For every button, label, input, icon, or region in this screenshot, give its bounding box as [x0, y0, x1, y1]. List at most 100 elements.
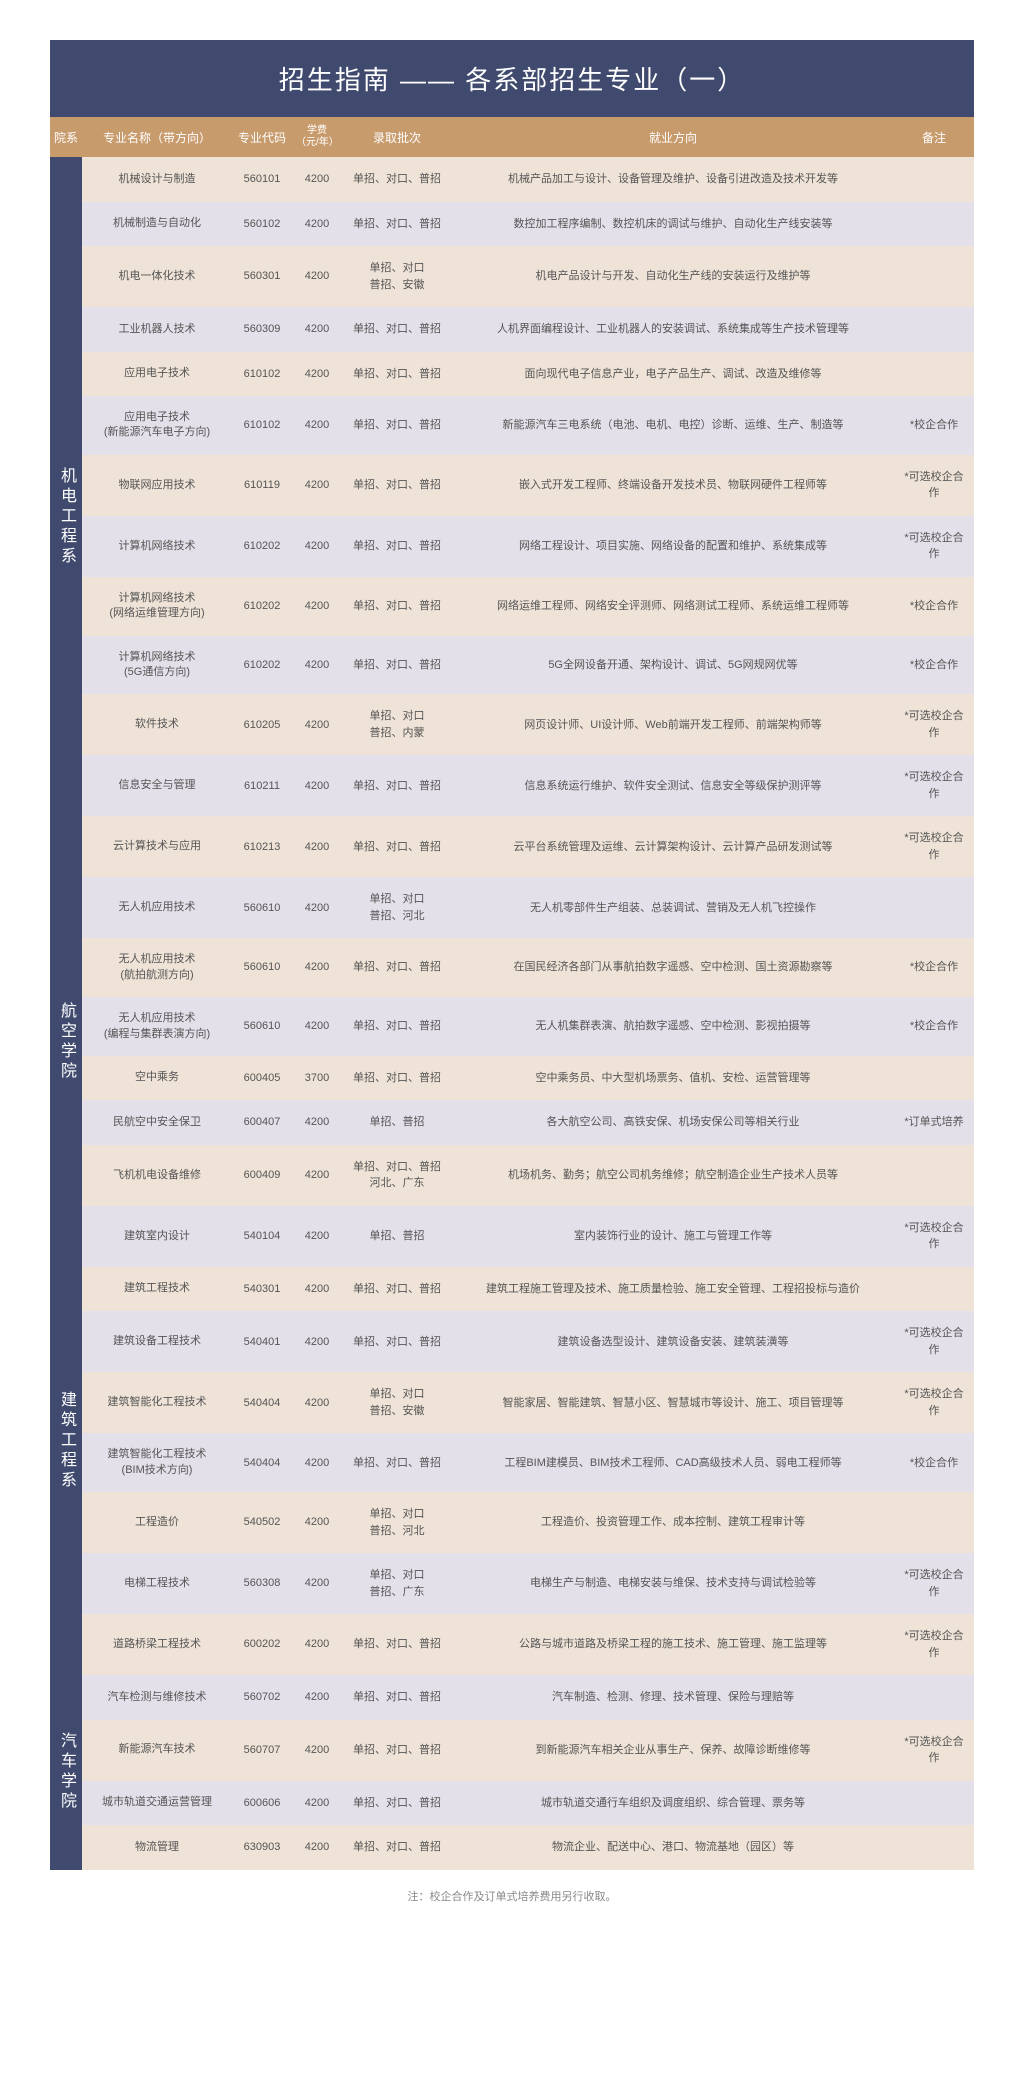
remark-cell: *校企合作	[894, 577, 974, 636]
code-cell: 540401	[232, 1311, 292, 1372]
batch-cell: 单招、对口、普招	[342, 1825, 452, 1870]
fee-cell: 4200	[292, 396, 342, 455]
batch-cell: 单招、对口、普招	[342, 1675, 452, 1720]
batch-cell: 单招、对口、普招	[342, 396, 452, 455]
direction-cell: 无人机零部件生产组装、总装调试、营销及无人机飞控操作	[452, 877, 894, 938]
code-cell: 560610	[232, 997, 292, 1056]
fee-cell: 4200	[292, 816, 342, 877]
direction-cell: 城市轨道交通行车组织及调度组织、综合管理、票务等	[452, 1781, 894, 1826]
code-cell: 560309	[232, 307, 292, 352]
remark-cell	[894, 877, 974, 938]
fee-cell: 4200	[292, 307, 342, 352]
batch-cell: 单招、对口、普招	[342, 755, 452, 816]
code-cell: 560308	[232, 1553, 292, 1614]
table-row: 新能源汽车技术5607074200单招、对口、普招到新能源汽车相关企业从事生产、…	[50, 1720, 974, 1781]
batch-cell: 单招、对口、普招河北、广东	[342, 1145, 452, 1206]
remark-cell: *可选校企合作	[894, 1372, 974, 1433]
major-cell: 新能源汽车技术	[82, 1720, 232, 1781]
table-row: 城市轨道交通运营管理6006064200单招、对口、普招城市轨道交通行车组织及调…	[50, 1781, 974, 1826]
dept-cell: 机电工程系	[50, 157, 82, 877]
remark-cell: *可选校企合作	[894, 755, 974, 816]
table-row: 信息安全与管理6102114200单招、对口、普招信息系统运行维护、软件安全测试…	[50, 755, 974, 816]
major-cell: 计算机网络技术	[82, 516, 232, 577]
major-cell: 工程造价	[82, 1492, 232, 1553]
code-cell: 560610	[232, 877, 292, 938]
remark-cell	[894, 1145, 974, 1206]
direction-cell: 机电产品设计与开发、自动化生产线的安装运行及维护等	[452, 246, 894, 307]
table-row: 建筑设备工程技术5404014200单招、对口、普招建筑设备选型设计、建筑设备安…	[50, 1311, 974, 1372]
remark-cell	[894, 1825, 974, 1870]
fee-cell: 4200	[292, 938, 342, 997]
major-cell: 建筑智能化工程技术	[82, 1372, 232, 1433]
th-remark: 备注	[894, 117, 974, 157]
code-cell: 540404	[232, 1372, 292, 1433]
table-row: 工业机器人技术5603094200单招、对口、普招人机界面编程设计、工业机器人的…	[50, 307, 974, 352]
major-cell: 计算机网络技术(网络运维管理方向)	[82, 577, 232, 636]
table-row: 建筑智能化工程技术5404044200单招、对口普招、安徽智能家居、智能建筑、智…	[50, 1372, 974, 1433]
table-row: 建筑工程技术5403014200单招、对口、普招建筑工程施工管理及技术、施工质量…	[50, 1267, 974, 1312]
code-cell: 610119	[232, 455, 292, 516]
batch-cell: 单招、对口、普招	[342, 157, 452, 202]
table-row: 机械制造与自动化5601024200单招、对口、普招数控加工程序编制、数控机床的…	[50, 202, 974, 247]
fee-cell: 4200	[292, 1145, 342, 1206]
direction-cell: 各大航空公司、高铁安保、机场安保公司等相关行业	[452, 1100, 894, 1145]
batch-cell: 单招、对口普招、广东	[342, 1553, 452, 1614]
majors-table: 院系 专业名称（带方向） 专业代码 学费（元/年） 录取批次 就业方向 备注 机…	[50, 117, 974, 1870]
page-title: 招生指南 —— 各系部招生专业（一）	[50, 40, 974, 117]
remark-cell: *校企合作	[894, 938, 974, 997]
remark-cell: *可选校企合作	[894, 455, 974, 516]
remark-cell: *可选校企合作	[894, 516, 974, 577]
direction-cell: 数控加工程序编制、数控机床的调试与维护、自动化生产线安装等	[452, 202, 894, 247]
direction-cell: 建筑工程施工管理及技术、施工质量检验、施工安全管理、工程招投标与造价	[452, 1267, 894, 1312]
batch-cell: 单招、对口普招、安徽	[342, 246, 452, 307]
fee-cell: 4200	[292, 1267, 342, 1312]
code-cell: 600606	[232, 1781, 292, 1826]
table-row: 建筑工程系建筑室内设计5401044200单招、普招室内装饰行业的设计、施工与管…	[50, 1206, 974, 1267]
major-cell: 应用电子技术	[82, 352, 232, 397]
fee-cell: 4200	[292, 1720, 342, 1781]
table-row: 计算机网络技术6102024200单招、对口、普招网络工程设计、项目实施、网络设…	[50, 516, 974, 577]
major-cell: 城市轨道交通运营管理	[82, 1781, 232, 1826]
major-cell: 建筑智能化工程技术(BIM技术方向)	[82, 1433, 232, 1492]
code-cell: 610102	[232, 396, 292, 455]
batch-cell: 单招、对口、普招	[342, 455, 452, 516]
remark-cell: *可选校企合作	[894, 1720, 974, 1781]
major-cell: 机械制造与自动化	[82, 202, 232, 247]
table-row: 应用电子技术(新能源汽车电子方向)6101024200单招、对口、普招新能源汽车…	[50, 396, 974, 455]
fee-cell: 4200	[292, 202, 342, 247]
major-cell: 民航空中安全保卫	[82, 1100, 232, 1145]
batch-cell: 单招、对口、普招	[342, 1056, 452, 1101]
major-cell: 应用电子技术(新能源汽车电子方向)	[82, 396, 232, 455]
remark-cell	[894, 157, 974, 202]
major-cell: 信息安全与管理	[82, 755, 232, 816]
direction-cell: 到新能源汽车相关企业从事生产、保养、故障诊断维修等	[452, 1720, 894, 1781]
remark-cell: *可选校企合作	[894, 816, 974, 877]
major-cell: 道路桥梁工程技术	[82, 1614, 232, 1675]
fee-cell: 4200	[292, 1206, 342, 1267]
major-cell: 计算机网络技术(5G通信方向)	[82, 636, 232, 695]
dept-cell: 汽车学院	[50, 1675, 82, 1870]
major-cell: 无人机应用技术(编程与集群表演方向)	[82, 997, 232, 1056]
code-cell: 560101	[232, 157, 292, 202]
code-cell: 600202	[232, 1614, 292, 1675]
batch-cell: 单招、对口、普招	[342, 636, 452, 695]
fee-cell: 4200	[292, 636, 342, 695]
table-row: 道路桥梁工程技术6002024200单招、对口、普招公路与城市道路及桥梁工程的施…	[50, 1614, 974, 1675]
batch-cell: 单招、普招	[342, 1206, 452, 1267]
direction-cell: 在国民经济各部门从事航拍数字遥感、空中检测、国土资源勘察等	[452, 938, 894, 997]
code-cell: 610205	[232, 694, 292, 755]
dept-cell: 航空学院	[50, 877, 82, 1206]
fee-cell: 4200	[292, 755, 342, 816]
footnote: 注：校企合作及订单式培养费用另行收取。	[50, 1870, 974, 1912]
remark-cell: *可选校企合作	[894, 1614, 974, 1675]
remark-cell	[894, 202, 974, 247]
fee-cell: 4200	[292, 1433, 342, 1492]
batch-cell: 单招、对口普招、河北	[342, 877, 452, 938]
major-cell: 电梯工程技术	[82, 1553, 232, 1614]
table-row: 计算机网络技术(5G通信方向)6102024200单招、对口、普招5G全网设备开…	[50, 636, 974, 695]
remark-cell: *订单式培养	[894, 1100, 974, 1145]
code-cell: 610213	[232, 816, 292, 877]
code-cell: 600409	[232, 1145, 292, 1206]
code-cell: 560301	[232, 246, 292, 307]
table-row: 软件技术6102054200单招、对口普招、内蒙网页设计师、UI设计师、Web前…	[50, 694, 974, 755]
